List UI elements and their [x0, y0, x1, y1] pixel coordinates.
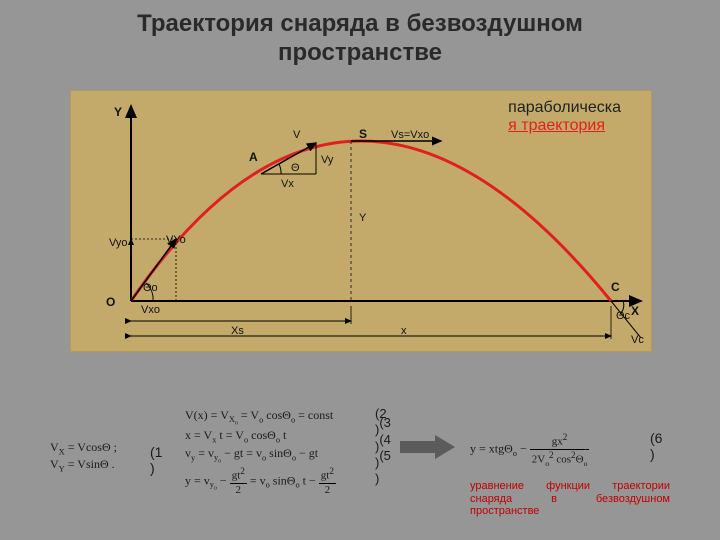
label-S: S — [359, 127, 367, 141]
label-Theta-c: Θc — [616, 310, 631, 322]
label-X: X — [631, 304, 639, 318]
label-A: A — [249, 150, 258, 164]
label-O: O — [106, 295, 115, 309]
arrow-between-icon — [400, 435, 460, 465]
label-Vx: Vx — [281, 178, 294, 190]
label-Theta: Θ — [291, 162, 300, 174]
label-Y: Y — [114, 105, 122, 119]
eq-mid: V(x) = VXo = Vo cosΘo = const x = Vx t =… — [185, 408, 385, 497]
diagram-svg: Y X O S Vs=Vxo A V Vx Vy Θ Y — [71, 91, 651, 351]
eq1: VX = VcosΘ ; VY = VsinΘ . — [50, 440, 117, 475]
slide-title: Траектория снаряда в безвоздушном простр… — [0, 10, 720, 68]
trajectory-curve — [131, 141, 611, 301]
label-Vyo: Vyo — [109, 237, 128, 249]
label-Vy: Vy — [321, 154, 334, 166]
theta-arc — [279, 164, 281, 174]
label-Ymid: Y — [359, 212, 367, 224]
label-x: x — [401, 325, 407, 337]
title-line2: пространстве — [278, 39, 442, 66]
label-C: C — [611, 280, 620, 294]
trajectory-diagram: параболическа я траектория Y X O — [70, 90, 652, 352]
label-Theta-o: Θo — [143, 282, 158, 294]
eq1-num: (1) — [150, 444, 162, 476]
v-vector — [261, 143, 316, 174]
label-V: V — [293, 129, 301, 141]
title-line1: Траектория снаряда в безвоздушном — [137, 10, 583, 37]
eq6-num: (6) — [650, 430, 662, 462]
caption-text: уравнение функции траектории снаряда в б… — [470, 480, 670, 518]
label-Vxo: Vxo — [141, 304, 160, 316]
label-VYo: VYo — [166, 234, 186, 246]
label-Vs: Vs=Vxo — [391, 129, 429, 141]
label-Xs: Xs — [231, 325, 244, 337]
eq-mid-nums: (2)(3)(4)(5) — [375, 406, 391, 487]
eq6: y = xtgΘo − gx22Vo2 cos2Θo — [470, 432, 589, 468]
label-Vc: Vc — [631, 334, 644, 346]
